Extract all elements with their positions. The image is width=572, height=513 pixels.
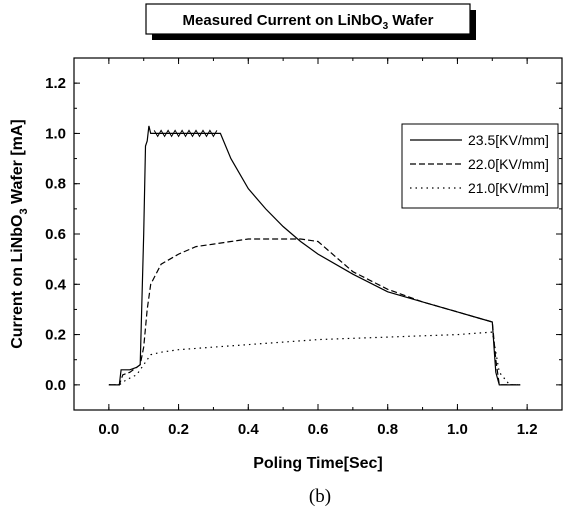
y-tick-label: 0.6 [45, 226, 66, 243]
x-tick-label: 0.0 [98, 421, 119, 438]
legend-box [401, 123, 559, 209]
y-axis-label-sub: 3 [18, 208, 30, 214]
y-tick-label: 1.0 [45, 125, 66, 142]
chart-title: Measured Current on LiNbO3 Wafer [183, 12, 434, 32]
y-tick-labels: 0.0 0.2 0.4 0.6 0.8 1.0 1.2 [45, 75, 67, 394]
legend-items: 23.5[KV/mm] 22.0[KV/mm] 21.0[KV/mm] [410, 132, 549, 196]
x-tick-label: 0.4 [238, 421, 260, 438]
x-tick-label: 1.0 [447, 421, 468, 438]
series-line-3 [108, 331, 521, 386]
y-tick-label: 0.0 [45, 377, 66, 394]
y-tick-label: 0.4 [45, 276, 67, 293]
legend-label-3: 21.0[KV/mm] [468, 180, 549, 196]
legend: 23.5[KV/mm] 22.0[KV/mm] 21.0[KV/mm] [401, 123, 559, 209]
chart-title-tail: Wafer [388, 12, 433, 29]
y-axis-label-tail: Wafer [mA] [9, 119, 26, 208]
series-line-2 [108, 238, 521, 386]
figure-caption: (b) [309, 486, 331, 507]
x-tick-label: 0.8 [377, 421, 398, 438]
plot-frame [73, 57, 563, 411]
series-1-ripple [153, 129, 218, 138]
y-tick-label: 0.8 [45, 176, 66, 193]
series-layer [108, 125, 521, 386]
legend-label-2: 22.0[KV/mm] [468, 156, 549, 172]
x-tick-labels: 0.0 0.2 0.4 0.6 0.8 1.0 1.2 [98, 421, 537, 438]
axis-ticks [73, 57, 563, 411]
y-axis-label: Current on LiNbO3 Wafer [mA] [9, 119, 30, 349]
y-tick-label: 1.2 [45, 75, 66, 92]
x-axis-label: Poling Time[Sec] [253, 455, 383, 472]
legend-label-1: 23.5[KV/mm] [468, 132, 549, 148]
x-tick-label: 0.6 [308, 421, 329, 438]
chart-title-box: Measured Current on LiNbO3 Wafer [145, 3, 476, 40]
x-tick-label: 1.2 [517, 421, 538, 438]
chart-title-main: Measured Current on LiNbO [183, 12, 383, 29]
x-tick-label: 0.2 [168, 421, 189, 438]
y-tick-label: 0.2 [45, 327, 66, 344]
chart-title-sub: 3 [383, 21, 389, 32]
title-frame [145, 3, 471, 35]
y-axis-label-main: Current on LiNbO [9, 215, 26, 349]
